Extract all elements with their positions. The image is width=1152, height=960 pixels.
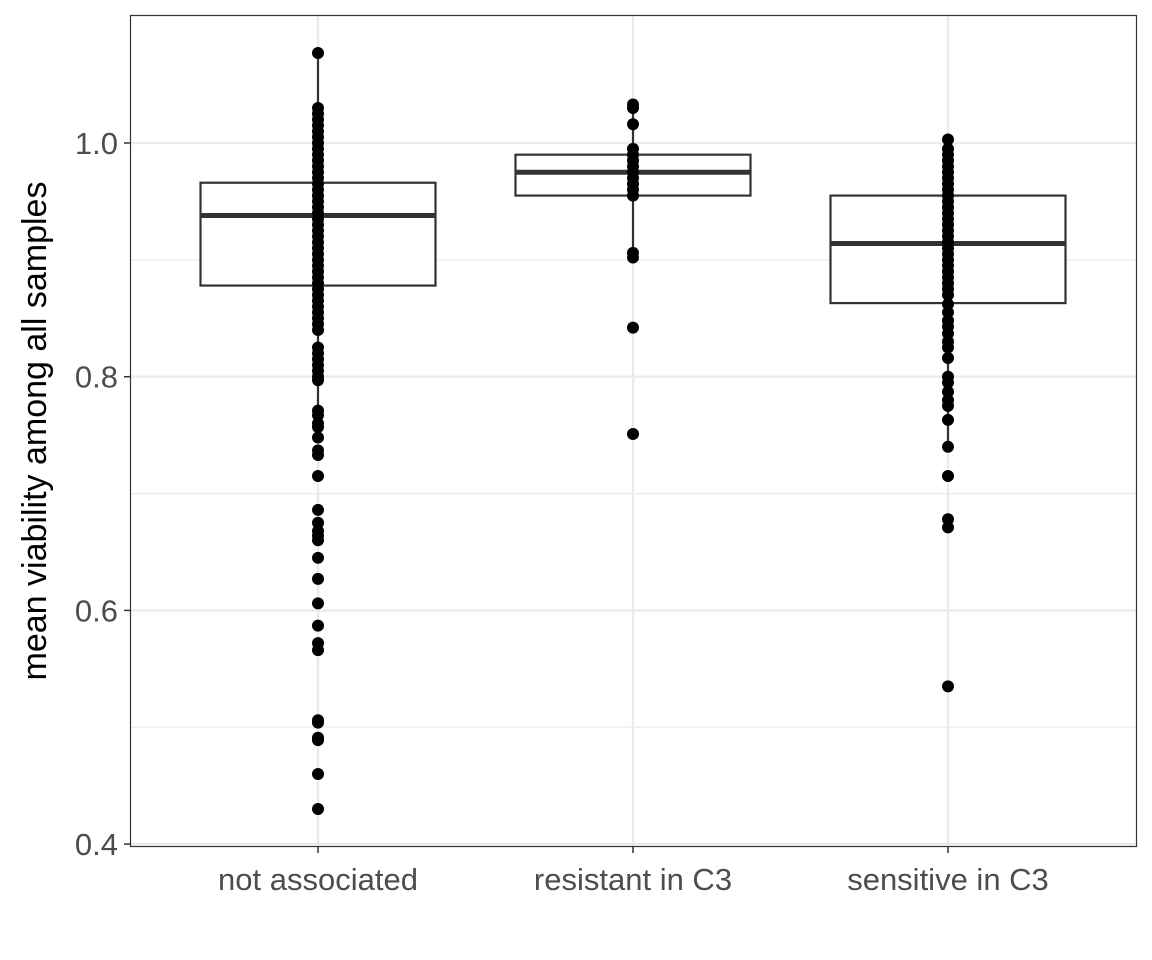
data-point	[312, 803, 324, 816]
data-point	[942, 413, 954, 426]
x-tick-label: sensitive in C3	[847, 862, 1049, 897]
data-point	[942, 376, 954, 389]
data-point	[627, 251, 639, 264]
data-point	[627, 101, 639, 114]
panel-border	[129, 14, 1138, 848]
data-point	[312, 323, 324, 336]
data-point	[942, 133, 954, 146]
data-point	[312, 503, 324, 516]
data-point	[312, 716, 324, 729]
x-tick-label: resistant in C3	[534, 862, 732, 897]
data-point	[312, 448, 324, 461]
y-axis-label: mean viability among all samples	[16, 182, 54, 681]
data-point	[312, 767, 324, 780]
data-point	[942, 440, 954, 453]
data-point	[312, 470, 324, 483]
data-point	[312, 374, 324, 387]
data-point	[312, 534, 324, 547]
data-point	[312, 431, 324, 444]
data-point	[627, 427, 639, 440]
data-point	[312, 734, 324, 747]
data-point	[942, 470, 954, 483]
data-point	[942, 399, 954, 412]
data-point	[942, 521, 954, 534]
data-point	[312, 572, 324, 585]
data-point	[942, 352, 954, 365]
data-point	[312, 597, 324, 610]
data-point	[312, 420, 324, 433]
data-point	[942, 680, 954, 693]
data-point	[627, 321, 639, 334]
y-tick-label: 1.0	[75, 126, 118, 161]
y-tick-label: 0.6	[75, 593, 118, 628]
data-point	[627, 118, 639, 131]
data-point	[312, 551, 324, 564]
y-tick-label: 0.4	[75, 827, 118, 862]
x-tick-label: not associated	[218, 862, 418, 897]
data-point	[312, 47, 324, 60]
chart-marks	[199, 47, 1067, 816]
data-point	[942, 288, 954, 301]
data-point	[942, 341, 954, 354]
data-point	[312, 644, 324, 657]
axes: 0.4 0.6 0.8 1.0 not associated resistant in C…	[75, 126, 1049, 897]
y-tick-label: 0.8	[75, 360, 118, 395]
data-point	[312, 619, 324, 632]
data-point	[627, 189, 639, 202]
